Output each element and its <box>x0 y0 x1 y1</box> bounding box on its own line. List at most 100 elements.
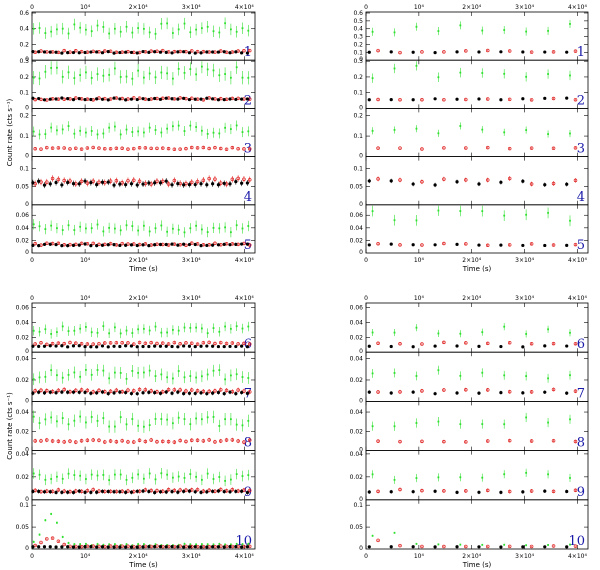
data-point-red <box>420 243 424 247</box>
data-point-red <box>137 145 142 150</box>
data-point-green <box>200 327 203 330</box>
data-point-red <box>108 341 113 345</box>
data-point-black <box>367 50 371 54</box>
data-point-red <box>91 487 95 492</box>
data-point-black <box>411 98 415 102</box>
x-tick-label-bottom: 3×10⁴ <box>515 553 534 560</box>
data-point-black <box>216 98 221 102</box>
data-point-red <box>172 340 177 345</box>
data-point-green <box>38 225 41 228</box>
data-point-green <box>229 478 232 481</box>
data-point-black <box>170 97 174 101</box>
data-point-green <box>247 325 250 328</box>
data-point-green <box>569 74 571 77</box>
x-tick-label-top: 0 <box>30 4 34 11</box>
y-tick-label: 0.5 <box>353 18 363 25</box>
data-point-red <box>376 489 380 494</box>
data-point-black <box>205 96 209 100</box>
data-point-green <box>79 26 82 29</box>
data-point-black <box>477 391 481 395</box>
panel-6: 0.02 0.04 0.06 0 6 <box>16 302 256 355</box>
data-point-red <box>114 146 119 151</box>
data-point-black <box>77 545 81 549</box>
data-point-black <box>71 50 76 55</box>
data-point-green <box>85 478 87 480</box>
data-point-red <box>161 146 165 150</box>
data-point-black <box>147 545 151 549</box>
data-point-black <box>158 242 163 247</box>
x-tick-label-top: 10⁴ <box>80 4 91 11</box>
data-point-green <box>73 474 76 476</box>
data-point-black <box>141 545 145 549</box>
data-point-black <box>60 244 64 248</box>
y-axis-label: Count rate (cts s⁻¹) <box>6 392 14 460</box>
data-point-green <box>241 543 244 546</box>
x-tick-label-top: 2×10⁴ <box>129 295 148 302</box>
data-point-green <box>143 76 145 79</box>
data-point-black <box>205 392 209 396</box>
data-point-black <box>83 545 87 549</box>
data-point-green <box>44 228 47 231</box>
data-point-green <box>160 331 163 334</box>
data-point-green <box>393 478 396 481</box>
data-point-red <box>39 439 43 443</box>
data-point-green <box>183 477 186 479</box>
data-point-black <box>100 545 105 549</box>
data-point-black <box>240 97 244 101</box>
data-point-green <box>393 31 396 34</box>
data-point-red <box>201 389 206 394</box>
y-tick-label: 0.06 <box>350 305 364 312</box>
data-point-green <box>183 418 186 421</box>
data-point-red <box>143 387 148 392</box>
data-point-red <box>56 177 61 182</box>
data-point-green <box>224 22 226 25</box>
data-point-red <box>45 438 49 442</box>
data-point-red <box>132 388 136 393</box>
data-point-black <box>124 183 128 187</box>
data-point-green <box>459 476 462 479</box>
data-point-green <box>125 75 128 78</box>
panel-frame <box>365 499 589 550</box>
data-point-black <box>193 391 197 396</box>
data-point-green <box>119 372 122 374</box>
data-point-black <box>367 179 371 183</box>
data-point-green <box>108 377 111 380</box>
data-point-black <box>118 545 122 549</box>
data-point-green <box>371 473 374 476</box>
data-point-red <box>376 390 380 394</box>
data-point-green <box>137 473 140 476</box>
data-point-green <box>108 425 111 428</box>
data-point-red <box>442 50 446 54</box>
data-point-red <box>149 340 153 345</box>
x-tick-label-bottom: 3×10⁴ <box>515 257 534 264</box>
data-point-black <box>135 97 139 102</box>
data-point-red <box>224 388 229 393</box>
data-point-red <box>161 179 165 184</box>
data-point-black <box>141 344 145 349</box>
data-point-red <box>442 388 446 392</box>
data-point-black <box>228 51 232 55</box>
data-point-red <box>529 182 534 186</box>
data-point-black <box>147 489 151 494</box>
data-point-red <box>529 439 534 443</box>
data-point-green <box>114 27 116 30</box>
data-point-green <box>183 130 186 132</box>
data-point-black <box>106 489 110 494</box>
data-point-red <box>376 439 380 443</box>
data-point-black <box>245 242 250 246</box>
data-point-black <box>112 344 116 348</box>
data-point-green <box>206 472 209 475</box>
data-point-green <box>200 228 203 231</box>
data-point-black <box>193 545 197 549</box>
data-point-black <box>135 183 139 187</box>
panel-4: 0.05 0.1 0 4 <box>16 156 256 208</box>
data-point-green <box>206 231 209 233</box>
data-point-black <box>228 490 232 494</box>
data-point-black <box>83 490 87 494</box>
data-point-red <box>50 146 55 150</box>
data-point-red <box>442 544 446 549</box>
data-point-green <box>160 224 163 227</box>
data-point-black <box>216 243 221 247</box>
data-point-red <box>464 341 468 345</box>
data-point-black <box>565 489 569 494</box>
